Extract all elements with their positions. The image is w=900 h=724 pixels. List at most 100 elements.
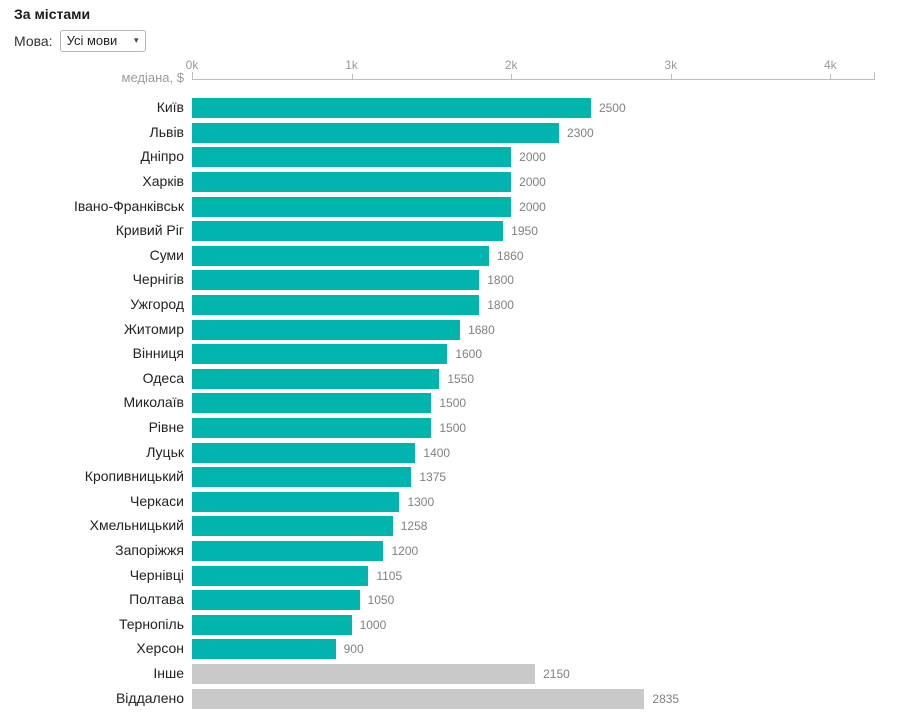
bar-cell: 900: [192, 637, 900, 662]
x-axis: 0k 1k 2k 3k 4k: [186, 58, 882, 96]
value-label: 2500: [598, 101, 626, 116]
value-label: 1258: [400, 519, 428, 534]
category-label-cell: Рівне: [0, 419, 192, 437]
chart-row: Харків 2000: [0, 170, 900, 195]
category-label-cell: Житомир: [0, 321, 192, 339]
language-select-value: Усі мови: [66, 33, 118, 48]
bar: [192, 614, 352, 635]
bar-cell: 1400: [192, 440, 900, 465]
bar-cell: 2150: [192, 662, 900, 687]
category-label: Львів: [149, 123, 184, 140]
value-label: 1950: [511, 224, 538, 239]
category-label: Миколаїв: [123, 394, 184, 411]
bar-cell: 1300: [192, 490, 900, 515]
bar-cell: 2300: [192, 121, 900, 146]
category-label: Кропивницький: [84, 468, 184, 485]
category-label-cell: Дніпро: [0, 148, 192, 166]
chart-row: Кропивницький 1375: [0, 465, 900, 490]
bar-cell: 1200: [192, 539, 900, 564]
category-label: Тернопіль: [118, 615, 184, 632]
chart-row: Луцьк 1400: [0, 440, 900, 465]
x-axis-line: [192, 79, 875, 80]
value-label: 1500: [439, 396, 467, 411]
value-label: 1600: [455, 347, 483, 362]
category-label: Херсон: [136, 640, 184, 657]
bar-cell: 1050: [192, 588, 900, 613]
value-label: 1000: [359, 617, 387, 632]
category-label-cell: Кривий Ріг: [0, 222, 192, 240]
category-label: Київ: [156, 99, 184, 116]
bar-cell: 2835: [192, 686, 900, 711]
bar-cell: 1800: [192, 268, 900, 293]
category-label-cell: Полтава: [0, 591, 192, 609]
category-label: Віддалено: [115, 689, 184, 706]
category-label-cell: Тернопіль: [0, 616, 192, 634]
x-axis-tick: [511, 74, 513, 79]
bar: [192, 196, 512, 217]
category-label: Кривий Ріг: [115, 222, 184, 239]
value-label: 1800: [487, 273, 514, 288]
value-label: 1860: [496, 248, 524, 263]
category-label: Одеса: [142, 369, 184, 386]
value-label: 1375: [419, 470, 447, 485]
category-label-cell: Одеса: [0, 370, 192, 388]
category-label: Чернігів: [132, 271, 184, 288]
chart-row: Львів 2300: [0, 121, 900, 146]
category-label: Луцьк: [146, 443, 184, 460]
category-label-cell: Івано-Франківськ: [0, 198, 192, 216]
value-label: 1050: [367, 593, 395, 608]
category-label-cell: Черкаси: [0, 493, 192, 511]
page-title: За містами: [14, 6, 91, 22]
x-axis-tick-label: 3k: [664, 58, 678, 72]
category-label-cell: Чернігів: [0, 271, 192, 289]
value-label: 2000: [519, 175, 546, 190]
category-label-cell: Запоріжжя: [0, 542, 192, 560]
chart-row: Івано-Франківськ 2000: [0, 194, 900, 219]
bar: [192, 270, 480, 291]
category-label-cell: Херсон: [0, 640, 192, 658]
value-label: 1400: [423, 445, 451, 460]
bar-cell: 2000: [192, 145, 900, 170]
category-label-cell: Віддалено: [0, 690, 192, 708]
bar: [192, 467, 412, 488]
category-label: Дніпро: [140, 148, 184, 165]
bar: [192, 393, 432, 414]
bar-muted: [192, 688, 645, 709]
chart-row: Полтава 1050: [0, 588, 900, 613]
bar-cell: 1105: [192, 563, 900, 588]
value-label: 1800: [487, 298, 514, 313]
category-label: Полтава: [129, 591, 184, 608]
bar: [192, 590, 360, 611]
bar-cell: 1600: [192, 342, 900, 367]
chart-row: Суми 1860: [0, 244, 900, 269]
category-label-cell: Львів: [0, 124, 192, 142]
category-label: Запоріжжя: [115, 541, 184, 558]
x-axis-tick: [351, 74, 353, 79]
bar: [192, 418, 432, 439]
value-label: 1550: [447, 371, 475, 386]
bar: [192, 98, 591, 119]
chart-row: Віддалено 2835: [0, 686, 900, 711]
bar-cell: 1500: [192, 391, 900, 416]
bar-cell: 1258: [192, 514, 900, 539]
bar-cell: 2500: [192, 96, 900, 121]
category-label-cell: Миколаїв: [0, 394, 192, 412]
x-axis-tick-label: 0k: [185, 58, 199, 72]
chart-row: Хмельницький 1258: [0, 514, 900, 539]
value-label: 2835: [652, 691, 680, 706]
chart-row: Рівне 1500: [0, 416, 900, 441]
x-axis-row: медіана, $ 0k 1k 2k 3k 4k: [0, 58, 900, 96]
category-label: Рівне: [148, 419, 184, 436]
category-label-cell: Київ: [0, 99, 192, 117]
bar-cell: 1680: [192, 317, 900, 342]
bar-cell: 2000: [192, 170, 900, 195]
axis-label: медіана, $: [121, 70, 184, 85]
category-label-cell: Суми: [0, 247, 192, 265]
bar: [192, 540, 384, 561]
bar: [192, 319, 461, 340]
bar: [192, 221, 504, 242]
category-label-cell: Ужгород: [0, 296, 192, 314]
language-select[interactable]: Усі мови ▾: [59, 30, 146, 52]
axis-label-cell: медіана, $: [0, 58, 192, 85]
bar-cell: 1800: [192, 293, 900, 318]
